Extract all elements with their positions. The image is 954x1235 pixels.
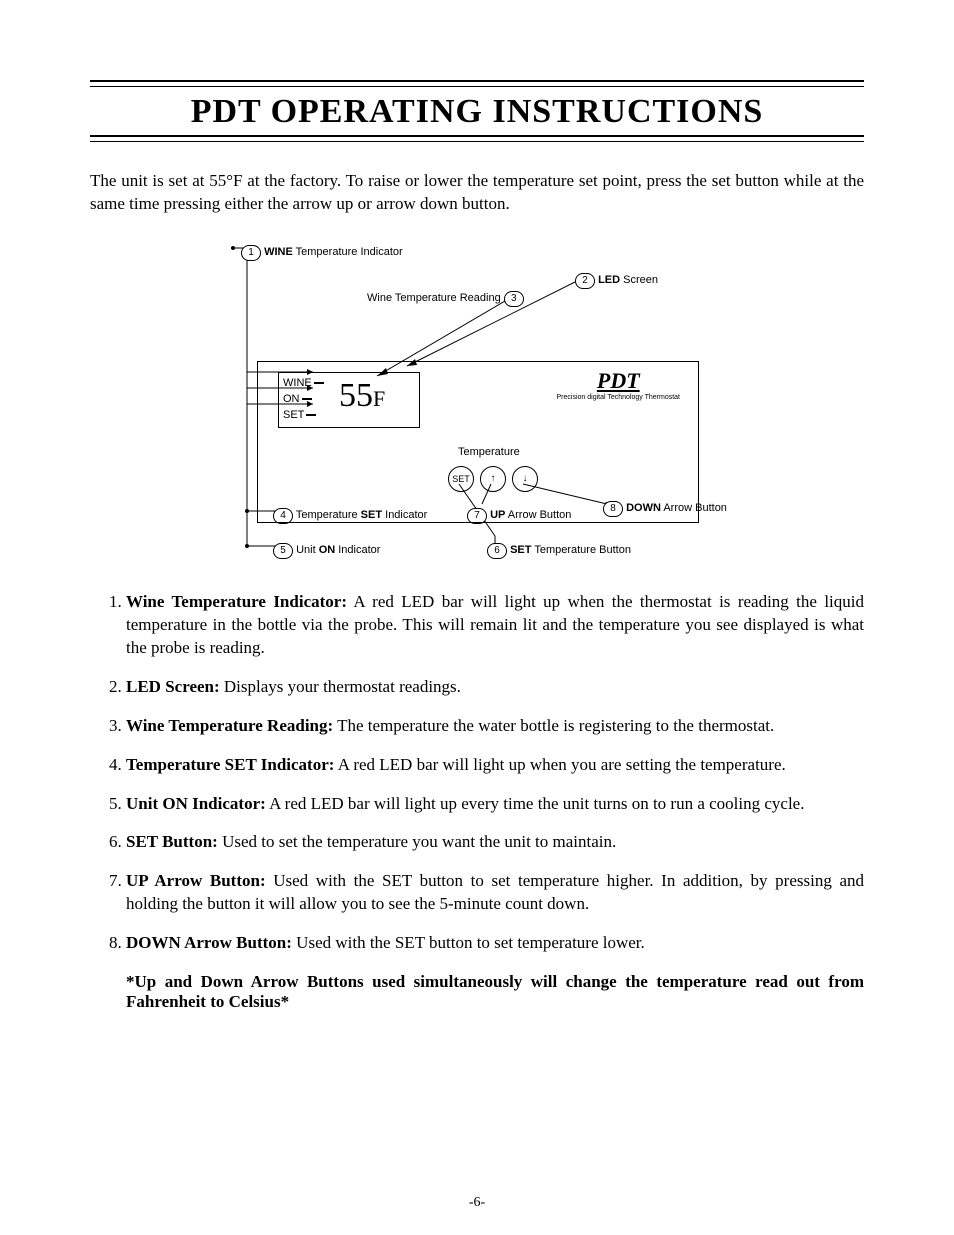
list-item: SET Button: Used to set the temperature …: [126, 831, 864, 854]
top-rule: [90, 80, 864, 87]
up-arrow-button[interactable]: ↑: [480, 466, 506, 492]
page-title: PDT OPERATING INSTRUCTIONS: [90, 93, 864, 131]
callout-3: Wine Temperature Reading 3: [367, 291, 524, 307]
callout-num-1: 1: [241, 245, 261, 261]
callout-2: 2 LED Screen: [575, 273, 658, 289]
set-button[interactable]: SET: [448, 466, 474, 492]
list-item: Wine Temperature Indicator: A red LED ba…: [126, 591, 864, 660]
device-panel: WINE ON SET 55F PDT Precision digital Te…: [257, 361, 699, 523]
callout-num-5: 5: [273, 543, 293, 559]
list-item: Wine Temperature Reading: The temperatur…: [126, 715, 864, 738]
temperature-label: Temperature: [458, 446, 520, 458]
list-item: UP Arrow Button: Used with the SET butto…: [126, 870, 864, 916]
list-item: Temperature SET Indicator: A red LED bar…: [126, 754, 864, 777]
instruction-list: Wine Temperature Indicator: A red LED ba…: [90, 591, 864, 955]
lcd-screen: WINE ON SET 55F: [278, 372, 420, 428]
temperature-reading: 55F: [339, 377, 385, 415]
bottom-rule: [90, 135, 864, 142]
callout-num-2: 2: [575, 273, 595, 289]
callout-5: 5 Unit ON Indicator: [273, 543, 380, 559]
callout-num-6: 6: [487, 543, 507, 559]
list-item: LED Screen: Displays your thermostat rea…: [126, 676, 864, 699]
footnote: *Up and Down Arrow Buttons used simultan…: [126, 972, 864, 1012]
callout-1: 1 WINE Temperature Indicator: [241, 245, 403, 261]
lcd-labels: WINE ON SET: [283, 375, 324, 423]
callout-num-3: 3: [504, 291, 524, 307]
diagram: 1 WINE Temperature Indicator 2 LED Scree…: [227, 236, 727, 561]
list-item: Unit ON Indicator: A red LED bar will li…: [126, 793, 864, 816]
page: PDT OPERATING INSTRUCTIONS The unit is s…: [0, 0, 954, 1235]
callout-6: 6 SET Temperature Button: [487, 543, 631, 559]
pdt-logo: PDT Precision digital Technology Thermos…: [557, 368, 680, 401]
down-arrow-button[interactable]: ↓: [512, 466, 538, 492]
intro-paragraph: The unit is set at 55°F at the factory. …: [90, 170, 864, 216]
page-number: -6-: [0, 1195, 954, 1211]
list-item: DOWN Arrow Button: Used with the SET but…: [126, 932, 864, 955]
